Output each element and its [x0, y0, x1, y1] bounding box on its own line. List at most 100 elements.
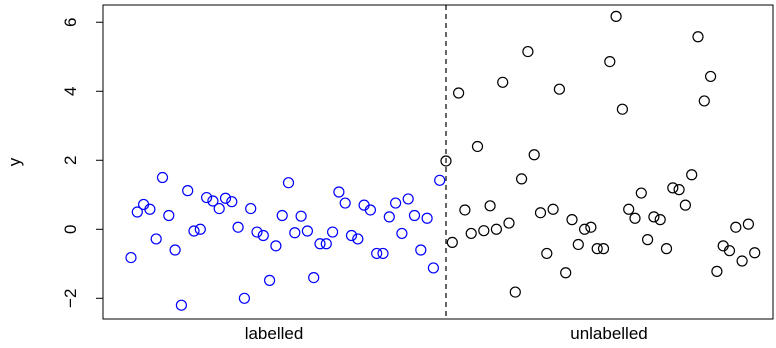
data-point-unlabelled — [446, 236, 458, 248]
data-point-labelled — [339, 197, 351, 209]
data-point-unlabelled — [704, 70, 717, 83]
data-points — [125, 10, 761, 311]
data-point-labelled — [408, 209, 421, 222]
data-point-unlabelled — [465, 227, 477, 240]
data-point-labelled — [232, 221, 244, 233]
data-point-labelled — [270, 240, 282, 252]
data-point-labelled — [156, 171, 169, 184]
data-point-labelled — [194, 223, 206, 235]
data-point-labelled — [175, 299, 187, 311]
data-point-labelled — [226, 196, 238, 208]
data-point-unlabelled — [698, 95, 710, 107]
data-point-unlabelled — [641, 234, 654, 246]
data-point-unlabelled — [459, 204, 471, 216]
data-point-unlabelled — [566, 214, 578, 226]
data-point-labelled — [282, 177, 295, 189]
data-point-labelled — [333, 186, 345, 198]
plot-frame — [102, 4, 774, 320]
data-point-labelled — [238, 292, 250, 304]
y-tick-label: 2 — [61, 156, 80, 165]
data-point-unlabelled — [730, 221, 742, 233]
data-point-unlabelled — [509, 286, 521, 298]
data-point-unlabelled — [453, 87, 465, 99]
data-point-labelled — [383, 211, 395, 223]
data-point-labelled — [308, 271, 320, 284]
data-point-labelled — [219, 192, 232, 204]
data-point-unlabelled — [648, 211, 660, 223]
data-point-unlabelled — [522, 45, 534, 58]
data-point-labelled — [131, 206, 143, 218]
data-point-labelled — [144, 203, 156, 215]
data-point-labelled — [352, 233, 364, 245]
data-point-labelled — [125, 251, 137, 264]
data-point-unlabelled — [515, 173, 528, 185]
data-point-unlabelled — [478, 225, 490, 237]
data-point-unlabelled — [471, 140, 484, 153]
data-point-unlabelled — [673, 184, 685, 196]
data-point-unlabelled — [541, 247, 553, 260]
data-point-unlabelled — [654, 214, 666, 226]
data-point-labelled — [377, 247, 389, 260]
data-point-labelled — [390, 197, 402, 209]
data-point-labelled — [257, 229, 269, 242]
data-point-unlabelled — [711, 265, 723, 277]
data-point-unlabelled — [534, 207, 547, 219]
data-point-labelled — [320, 238, 332, 250]
data-point-unlabelled — [578, 223, 591, 235]
y-tick-label: 0 — [61, 225, 80, 234]
data-point-labelled — [245, 202, 257, 215]
y-tick-label: −2 — [61, 289, 80, 308]
data-point-labelled — [169, 244, 181, 256]
data-point-labelled — [251, 226, 263, 238]
data-point-unlabelled — [623, 203, 635, 215]
data-point-unlabelled — [616, 103, 629, 115]
data-point-labelled — [327, 226, 339, 238]
data-point-unlabelled — [660, 243, 673, 255]
data-point-labelled — [276, 209, 288, 222]
data-point-unlabelled — [629, 212, 641, 224]
data-point-labelled — [364, 204, 376, 216]
y-axis: −2 0 2 4 6 — [61, 18, 103, 308]
data-point-labelled — [345, 229, 358, 242]
data-point-unlabelled — [547, 203, 559, 215]
data-point-labelled — [371, 247, 383, 260]
x-axis-group-labels: labelled unlabelled — [245, 324, 648, 343]
data-point-unlabelled — [572, 238, 584, 251]
data-point-labelled — [213, 202, 225, 215]
data-point-labelled — [421, 212, 433, 224]
data-point-unlabelled — [736, 255, 748, 267]
data-point-unlabelled — [490, 223, 502, 235]
x-group-label-labelled: labelled — [245, 324, 304, 343]
data-point-unlabelled — [723, 245, 736, 257]
data-point-unlabelled — [591, 243, 603, 255]
data-point-labelled — [201, 191, 213, 204]
data-point-labelled — [314, 238, 326, 250]
data-point-labelled — [188, 225, 200, 237]
data-point-unlabelled — [667, 182, 679, 194]
data-point-unlabelled — [679, 199, 692, 211]
data-point-unlabelled — [692, 31, 704, 43]
data-point-unlabelled — [553, 83, 566, 95]
data-point-labelled — [396, 227, 408, 240]
data-point-labelled — [301, 225, 313, 237]
data-point-unlabelled — [497, 76, 509, 88]
data-point-labelled — [434, 174, 446, 186]
x-group-label-unlabelled: unlabelled — [570, 324, 648, 343]
data-point-unlabelled — [742, 218, 755, 230]
data-point-unlabelled — [503, 217, 515, 229]
data-point-unlabelled — [749, 247, 761, 259]
data-point-labelled — [150, 233, 162, 245]
data-point-unlabelled — [604, 55, 616, 68]
data-point-unlabelled — [484, 200, 496, 212]
data-point-unlabelled — [635, 187, 647, 199]
data-point-labelled — [402, 193, 414, 205]
data-point-labelled — [182, 185, 194, 197]
data-point-labelled — [289, 227, 301, 239]
data-point-labelled — [264, 274, 276, 286]
data-point-labelled — [207, 195, 219, 207]
data-point-unlabelled — [560, 267, 572, 279]
data-point-unlabelled — [610, 10, 622, 22]
data-point-labelled — [163, 209, 175, 222]
y-tick-label: 4 — [61, 87, 80, 96]
